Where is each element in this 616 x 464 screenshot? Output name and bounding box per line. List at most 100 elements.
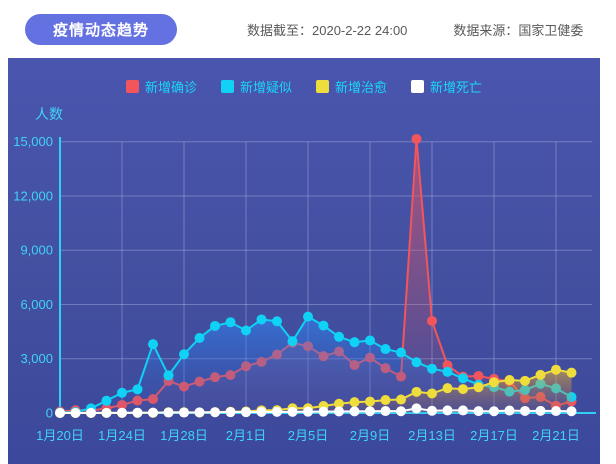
data-point <box>287 336 298 347</box>
data-point <box>442 405 453 416</box>
data-point <box>194 407 205 418</box>
x-tick-label: 2月1日 <box>226 428 266 443</box>
header-bar: 疫情动态趋势 数据截至：2020-2-22 24:00 数据来源：国家卫健委 <box>0 0 616 58</box>
data-point <box>318 320 329 331</box>
data-point <box>148 407 158 418</box>
data-point <box>458 384 468 395</box>
y-tick-label: 6,000 <box>20 297 53 312</box>
data-point <box>256 314 267 325</box>
data-point <box>396 406 406 417</box>
data-point <box>365 396 375 407</box>
data-point <box>520 405 530 416</box>
data-point <box>256 406 267 417</box>
data-point <box>101 395 112 406</box>
data-point <box>318 406 329 417</box>
data-point <box>473 406 484 417</box>
x-tick-label: 1月20日 <box>36 428 84 443</box>
data-point <box>225 317 236 328</box>
x-tick-label: 1月28日 <box>160 428 208 443</box>
legend-item-2[interactable]: 新增治愈 <box>316 77 387 96</box>
y-tick-label: 0 <box>46 406 53 421</box>
data-point <box>489 377 499 388</box>
data-point <box>210 320 220 331</box>
legend-label: 新增治愈 <box>335 80 388 95</box>
data-point <box>551 406 561 417</box>
data-point <box>396 394 406 405</box>
data-point <box>194 332 205 343</box>
data-point <box>427 405 437 416</box>
data-point <box>163 407 174 418</box>
data-point <box>179 407 189 418</box>
data-point <box>303 311 313 322</box>
data-point <box>210 407 220 418</box>
data-point <box>427 388 437 399</box>
data-point <box>458 373 468 384</box>
data-point <box>520 375 530 386</box>
data-point <box>55 408 65 418</box>
x-tick-label: 2月17日 <box>470 428 518 443</box>
data-point <box>349 406 360 417</box>
trend-chart: 0 3,000 6,000 9,000 12,000 15,000 1月20日 1月24日 1月… <box>13 106 596 443</box>
data-point <box>442 366 453 377</box>
data-point <box>411 133 422 144</box>
y-tick-label: 9,000 <box>20 243 53 258</box>
data-point <box>442 383 453 394</box>
page-title[interactable]: 疫情动态趋势 <box>25 13 177 45</box>
legend-item-0[interactable]: 新增确诊 <box>125 77 197 96</box>
data-point <box>473 370 484 381</box>
data-point <box>535 405 546 416</box>
data-point <box>411 357 422 368</box>
series-line-3 <box>59 407 572 414</box>
data-point <box>473 382 484 393</box>
data-point <box>411 386 422 397</box>
data-point <box>241 325 251 336</box>
data-point <box>132 384 143 395</box>
data-point <box>117 387 127 398</box>
x-tick-label: 2月9日 <box>350 428 390 443</box>
data-point <box>334 406 344 417</box>
data-point <box>566 367 577 378</box>
data-point <box>551 364 561 375</box>
legend-label: 新增疑似 <box>239 80 292 95</box>
series-area-2 <box>60 369 572 413</box>
data-source-text: 数据来源：国家卫健委 <box>453 22 584 38</box>
data-point <box>86 407 96 418</box>
data-point <box>303 406 313 417</box>
x-tick-label: 2月13日 <box>408 428 456 443</box>
data-point <box>365 406 375 417</box>
data-point <box>535 369 546 380</box>
data-point <box>241 407 251 418</box>
y-tick-label: 12,000 <box>13 188 53 203</box>
data-point <box>287 406 298 417</box>
x-tick-label: 1月24日 <box>98 428 146 443</box>
legend: 新增确诊 新增疑似 新增治愈 新增死亡 <box>8 77 600 96</box>
data-point <box>349 397 360 408</box>
data-point <box>427 315 437 326</box>
legend-swatch-icon <box>220 80 234 93</box>
data-point <box>179 349 189 360</box>
x-tick-label: 2月5日 <box>288 428 328 443</box>
data-point <box>566 406 577 417</box>
chart-panel: 0 3,000 6,000 9,000 12,000 15,000 1月20日 1月24日 1月… <box>8 58 600 464</box>
data-point <box>117 407 127 418</box>
legend-swatch-icon <box>411 80 425 93</box>
y-axis-title: 人数 <box>35 106 63 122</box>
data-point <box>163 370 174 381</box>
legend-item-1[interactable]: 新增疑似 <box>220 77 292 96</box>
data-point <box>458 405 468 416</box>
y-tick-label: 3,000 <box>20 351 53 366</box>
data-point <box>411 403 422 414</box>
x-tick-label: 2月21日 <box>532 428 580 443</box>
data-point <box>272 406 282 417</box>
data-point <box>427 363 437 374</box>
legend-label: 新增死亡 <box>430 80 483 95</box>
data-point <box>334 398 344 409</box>
data-point <box>132 407 143 418</box>
legend-label: 新增确诊 <box>144 80 197 95</box>
data-point <box>334 331 344 342</box>
data-point <box>349 337 360 348</box>
data-point <box>380 395 391 406</box>
data-point <box>272 316 282 327</box>
data-point <box>148 339 158 350</box>
legend-item-3[interactable]: 新增死亡 <box>411 77 482 96</box>
